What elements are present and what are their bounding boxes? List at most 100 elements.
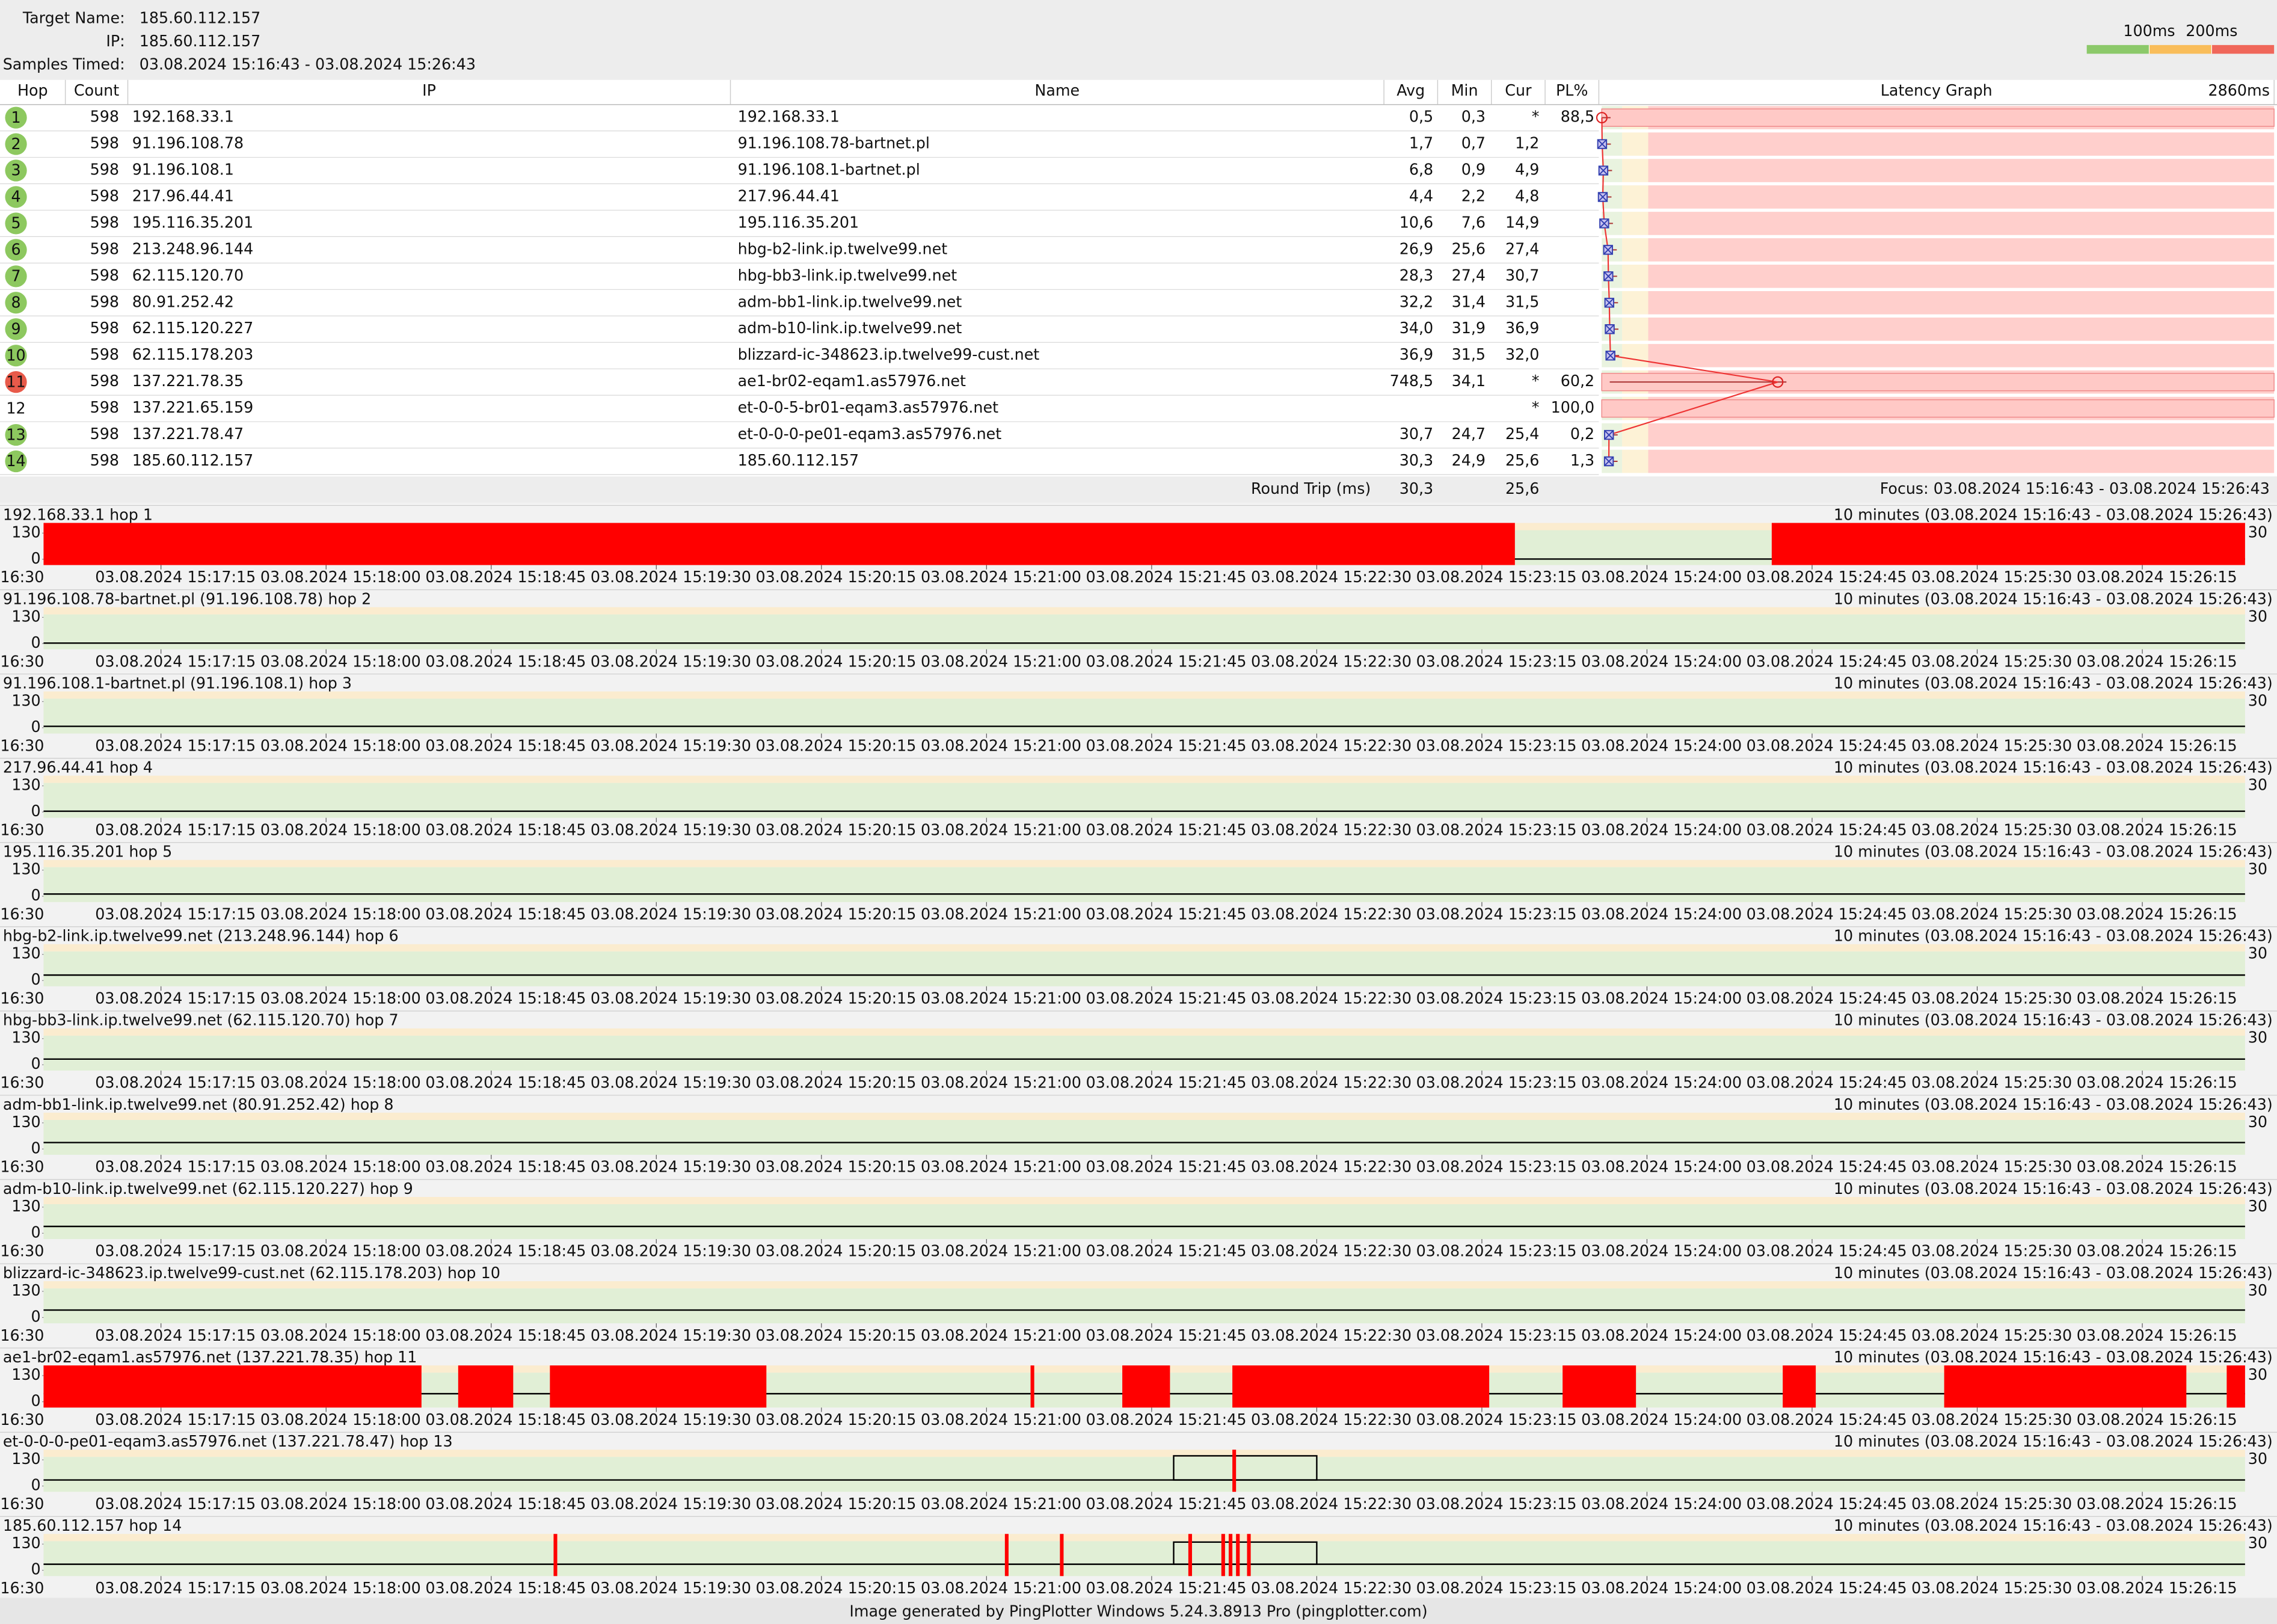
packet-loss [1228,1534,1233,1576]
x-tick-label: 03.08.2024 15:22:30 [1251,989,1412,1007]
x-tick-label: 03.08.2024 15:21:45 [1086,820,1247,838]
x-tick-label: 03.08.2024 15:21:00 [921,905,1081,923]
panel-title: et-0-0-0-pe01-eqam3.as57976.net (137.221… [3,1432,453,1450]
x-tick-label: 03.08.2024 15:24:45 [1747,1158,1907,1176]
hop-badge [5,371,27,393]
header-value: 185.60.112.157 [140,8,261,26]
hop-badge [5,133,27,155]
x-tick-label: 03.08.2024 15:22:30 [1251,1326,1412,1344]
avg-marker [1598,165,1609,176]
cur: * [1532,108,1540,126]
footer-credit: Image generated by PingPlotter Windows 5… [849,1602,1427,1620]
avg-marker [1597,192,1608,202]
y-tick-label: 130 [11,523,40,541]
x-tick-label: 03.08.2024 15:21:00 [921,1326,1081,1344]
x-tick-label: 03.08.2024 15:24:45 [1747,1495,1907,1513]
avg: 1,7 [1409,134,1433,152]
x-tick-label: 03.08.2024 15:18:00 [260,989,421,1007]
graph-bg-loss [1648,291,2275,315]
graph-bg-yellow [1622,343,1649,368]
x-tick-label: 03.08.2024 15:21:45 [1086,652,1247,670]
plot-ok [43,1119,2245,1155]
avg: 30,3 [1400,451,1433,469]
hop-number: 6 [11,241,20,259]
x-tick-label: 03.08.2024 15:21:00 [921,1579,1081,1597]
min: 0,9 [1461,161,1486,179]
x-tick-label: 03.08.2024 15:22:30 [1251,1242,1412,1260]
x-tick-label: 03.08.2024 15:25:30 [1911,1410,2072,1429]
x-tick-label: 03.08.2024 15:23:15 [1416,1579,1577,1597]
y-tick-label: 130 [11,1113,40,1131]
plot-warn [43,1112,2245,1120]
avg-marker [1603,456,1614,467]
count: 598 [90,292,119,310]
min: 34,1 [1452,372,1486,390]
x-tick-label: 03.08.2024 15:19:30 [591,1495,751,1513]
plot-warn [43,607,2245,615]
x-tick-label: 03.08.2024 15:17:15 [95,1326,256,1344]
avg: 32,2 [1400,292,1433,310]
threshold-label: 30 [2248,691,2267,709]
x-tick-label: 03.08.2024 15:17:15 [95,652,256,670]
y-tick-label: 0 [31,1391,40,1409]
avg: 4,4 [1409,186,1433,205]
y-tick-label: 0 [31,1139,40,1157]
count: 598 [90,239,119,257]
x-tick-label: 03.08.2024 15:19:30 [591,568,751,586]
avg: 30,7 [1400,425,1433,443]
avg-marker [1603,245,1613,255]
packet-loss [2226,1365,2245,1408]
min: 2,2 [1461,186,1486,205]
y-tick-label: 130 [11,1534,40,1552]
x-tick-label: 03.08.2024 15:17:15 [95,1495,256,1513]
plot-ok [43,783,2245,818]
hop-badge [5,265,27,288]
x-tick-label: 03.08.2024 15:25:30 [1911,905,2072,923]
avg: 10,6 [1400,213,1433,231]
y-tick-label: 0 [31,633,40,651]
x-tick-label: 03.08.2024 15:20:15 [755,820,916,838]
pl: 1,3 [1570,451,1594,469]
cur: 1,2 [1515,134,1539,152]
x-tick-label: 03.08.2024 15:18:00 [260,820,421,838]
cur: * [1532,398,1540,416]
panel-range: 10 minutes (03.08.2024 15:16:43 - 03.08.… [1834,505,2273,523]
x-tick-label: 03.08.2024 15:23:15 [1416,1074,1577,1092]
count: 598 [90,319,119,337]
panel-range: 10 minutes (03.08.2024 15:16:43 - 03.08.… [1834,1432,2273,1450]
y-tick-label: 0 [31,886,40,904]
avg: 6,8 [1409,161,1433,179]
hop-badge [5,106,27,129]
x-tick-label: 03.08.2024 15:19:30 [591,820,751,838]
x-tick-label: 03.08.2024 15:24:45 [1747,736,1907,754]
x-tick-label: 03.08.2024 15:22:30 [1251,1074,1412,1092]
pl: 100,0 [1551,398,1595,416]
packet-loss [550,1365,767,1408]
x-tick-label: 03.08.2024 15:24:00 [1581,1074,1742,1092]
y-tick-label: 0 [31,1223,40,1241]
x-tick-label: 03.08.2024 15:20:15 [755,1242,916,1260]
x-tick-label: 03.08.2024 15:23:15 [1416,652,1577,670]
x-tick-label: 03.08.2024 15:26:15 [2077,1495,2237,1513]
x-tick-label: 03.08.2024 15:23:15 [1416,1410,1577,1429]
x-tick-label: 03.08.2024 15:24:45 [1747,1326,1907,1344]
graph-bg-loss [1648,132,2275,156]
name: blizzard-ic-348623.ip.twelve99-cust.net [738,345,1040,363]
x-tick-label: 03.08.2024 15:18:45 [425,1242,586,1260]
graph-bg-loss [1648,159,2275,182]
plot-ok [43,1204,2245,1240]
cur: 31,5 [1505,292,1539,310]
footer-cur: 25,6 [1505,479,1539,497]
x-tick-label: 03.08.2024 15:22:30 [1251,1579,1412,1597]
x-tick-label: 16:30 [0,1074,44,1092]
y-tick-label: 130 [11,1029,40,1047]
packet-loss [458,1365,514,1408]
name: et-0-0-0-pe01-eqam3.as57976.net [738,425,1002,443]
ip: 62.115.120.227 [132,319,254,337]
y-tick-label: 130 [11,1197,40,1215]
plot-ok [43,1288,2245,1324]
avg-marker [1604,429,1614,440]
cur: 4,9 [1515,161,1539,179]
packet-loss [1122,1365,1170,1408]
x-tick-label: 03.08.2024 15:17:15 [95,989,256,1007]
